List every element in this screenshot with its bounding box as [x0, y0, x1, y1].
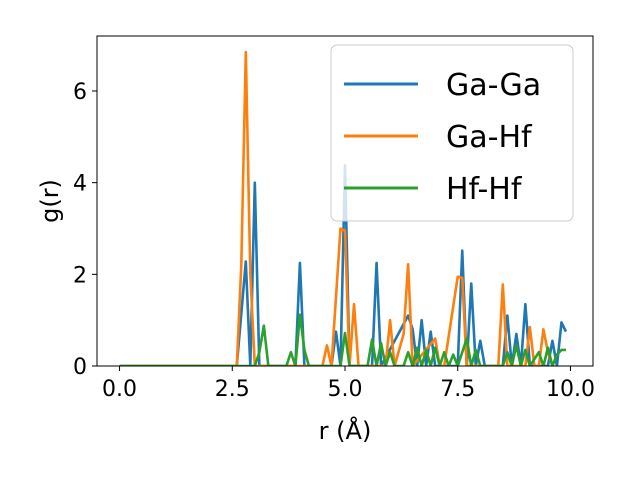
x-tick-label: 5.0: [328, 377, 363, 402]
y-tick-label: 6: [73, 80, 87, 105]
legend-box: [330, 44, 574, 222]
series-lines: [119, 50, 568, 366]
series-line-ga-hf: [119, 50, 554, 366]
y-tick-label: 4: [73, 172, 87, 197]
x-tick-label: 0.0: [102, 377, 137, 402]
y-axis: 0 2 4 6: [73, 80, 97, 380]
legend-label-ga-hf: Ga-Hf: [446, 120, 533, 155]
x-axis-title: r (Å): [319, 416, 372, 445]
x-tick-label: 2.5: [215, 377, 250, 402]
x-axis: 0.0 2.5 5.0 7.5 10.0: [102, 366, 595, 402]
y-axis-title: g(r): [36, 179, 64, 223]
series-line-hf-hf: [119, 313, 566, 366]
legend-label-hf-hf: Hf-Hf: [446, 172, 523, 207]
x-tick-label: 10.0: [546, 377, 595, 402]
y-tick-label: 2: [73, 263, 87, 288]
y-tick-label: 0: [73, 355, 87, 380]
x-tick-label: 7.5: [440, 377, 475, 402]
legend: Ga-Ga Ga-Hf Hf-Hf: [330, 44, 574, 222]
legend-label-ga-ga: Ga-Ga: [446, 68, 541, 103]
